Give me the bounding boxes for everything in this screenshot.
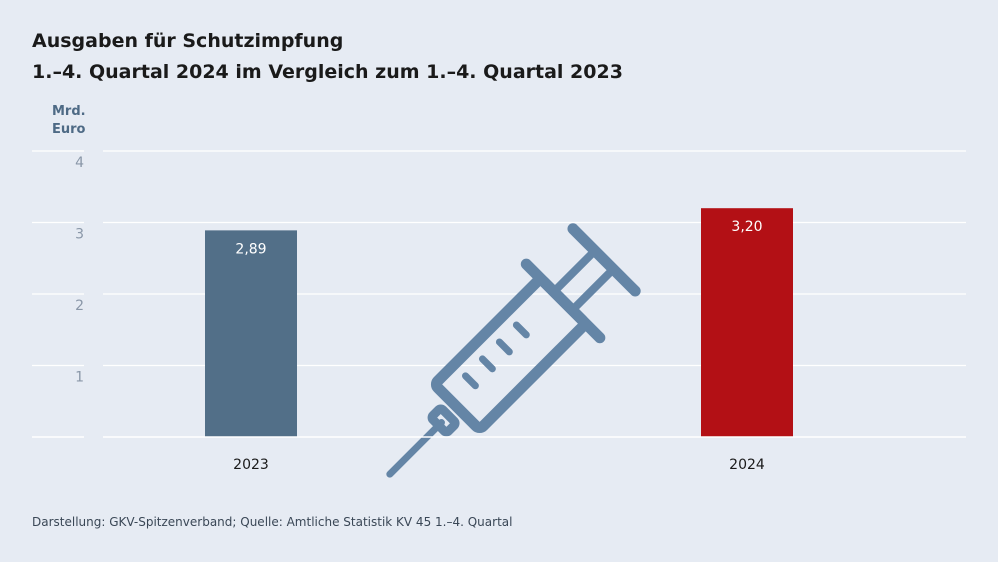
bar-value-label: 2,89 [235, 241, 266, 257]
x-tick-label: 2024 [729, 457, 765, 473]
y-tick-label: 2 [75, 298, 84, 314]
syringe-plunger-head [567, 223, 641, 297]
syringe-icon [386, 223, 641, 478]
title-line-2: 1.–4. Quartal 2024 im Vergleich zum 1.–4… [32, 61, 623, 83]
gridlines [32, 150, 966, 438]
unit-line-1: Mrd. [52, 104, 86, 119]
x-tick-label: 2023 [233, 457, 269, 473]
y-tick-label: 4 [75, 155, 84, 171]
bars: 2,89 3,20 [205, 208, 793, 437]
syringe-mark [512, 321, 530, 339]
syringe-hub [427, 404, 460, 437]
source-note: Darstellung: GKV-Spitzenverband; Quelle:… [32, 515, 513, 529]
y-axis-unit: Mrd. Euro [52, 103, 86, 139]
syringe-mark [461, 372, 479, 390]
syringe-mark [495, 338, 513, 356]
syringe-needle [386, 419, 445, 478]
x-tick-labels: 2023 2024 [233, 457, 765, 473]
bar-value-label: 3,20 [731, 219, 762, 235]
y-tick-label: 1 [75, 370, 84, 386]
unit-line-2: Euro [52, 122, 86, 137]
bar-2024 [701, 208, 793, 437]
syringe-mark [478, 355, 496, 373]
y-tick-labels: 1 2 3 4 [75, 155, 84, 386]
bar-2023 [205, 230, 297, 437]
chart-title: Ausgaben für Schutzimpfung 1.–4. Quartal… [32, 26, 623, 88]
y-tick-label: 3 [75, 227, 84, 243]
title-line-1: Ausgaben für Schutzimpfung [32, 30, 344, 52]
